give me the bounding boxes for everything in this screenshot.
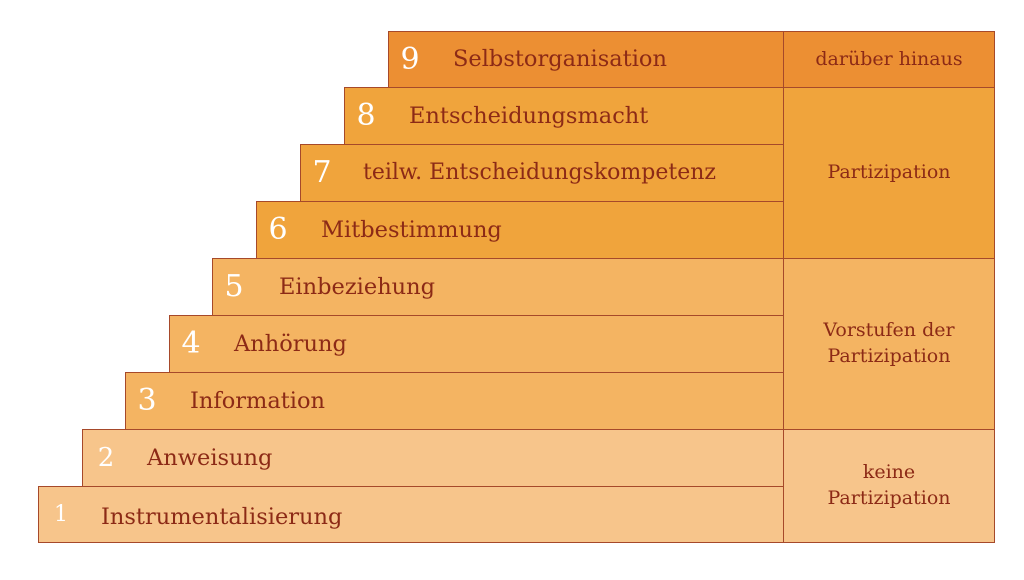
step-1: 1 Instrumentalisierung bbox=[38, 486, 784, 543]
step-number: 7 bbox=[312, 155, 332, 190]
category-label: Partizipation bbox=[827, 161, 951, 184]
step-label: teilw. Entscheidungskompetenz bbox=[363, 160, 716, 185]
step-label: Entscheidungsmacht bbox=[409, 102, 649, 129]
category-label: keine Partizipation bbox=[827, 461, 951, 509]
step-number: 3 bbox=[137, 383, 157, 418]
step-label: Information bbox=[190, 387, 326, 414]
step-label: Instrumentalisierung bbox=[101, 504, 343, 531]
step-number: 5 bbox=[224, 269, 244, 304]
step-label: Selbstorganisation bbox=[453, 46, 667, 73]
step-label: Anhörung bbox=[234, 330, 347, 357]
step-number: 1 bbox=[54, 501, 68, 527]
step-label: Einbeziehung bbox=[279, 273, 436, 300]
step-number: 2 bbox=[97, 443, 115, 473]
category-label: Vorstufen der Partizipation bbox=[823, 319, 955, 367]
step-4: 4 Anhörung bbox=[169, 315, 784, 373]
category-beyond: darüber hinaus bbox=[783, 31, 995, 88]
category-pre-participation: Vorstufen der Partizipation bbox=[783, 258, 995, 430]
step-label: Mitbestimmung bbox=[321, 216, 502, 243]
step-8: 8 Entscheidungsmacht bbox=[344, 87, 784, 145]
step-number: 8 bbox=[356, 98, 376, 133]
step-number: 6 bbox=[268, 212, 288, 247]
step-3: 3 Information bbox=[125, 372, 784, 430]
step-6: 6 Mitbestimmung bbox=[256, 201, 784, 259]
step-label: Anweisung bbox=[147, 444, 273, 471]
step-9: 9 Selbstorganisation bbox=[388, 31, 784, 88]
step-5: 5 Einbeziehung bbox=[212, 258, 784, 316]
step-number: 9 bbox=[400, 41, 420, 77]
step-number: 4 bbox=[181, 326, 201, 361]
category-no-participation: keine Partizipation bbox=[783, 429, 995, 543]
category-participation: Partizipation bbox=[783, 87, 995, 259]
step-7: 7 teilw. Entscheidungskompetenz bbox=[300, 144, 784, 202]
step-2: 2 Anweisung bbox=[82, 429, 784, 487]
category-label: darüber hinaus bbox=[815, 47, 963, 70]
